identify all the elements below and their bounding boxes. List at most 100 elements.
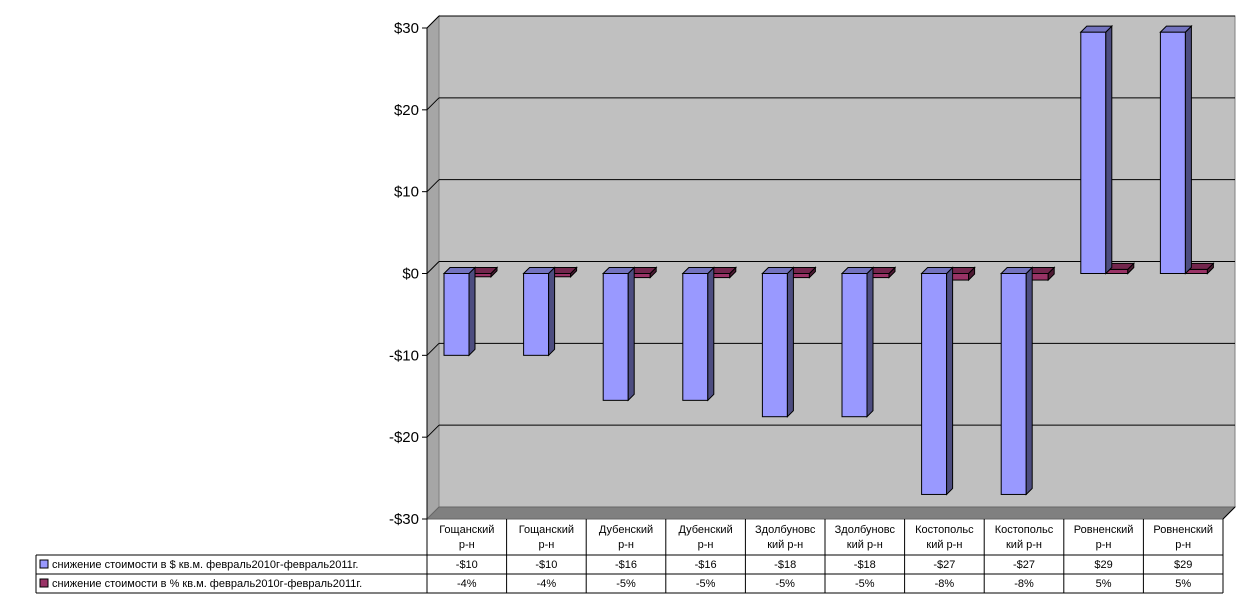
data-label: -8%: [935, 578, 955, 590]
data-label: -$10: [535, 559, 557, 571]
y-tick-label: -$20: [389, 429, 419, 446]
category-label: р-н: [1096, 539, 1112, 551]
bar-pct: [1021, 266, 1056, 282]
data-label: $29: [1174, 559, 1192, 571]
legend-label: снижение стоимости в $ кв.м. февраль2010…: [52, 559, 358, 571]
gridline-side: [426, 15, 440, 29]
bar-usd-side: [548, 266, 556, 357]
category-label: кий р-н: [1006, 539, 1042, 551]
bar-usd-side: [1184, 24, 1192, 275]
category-label: Здолбуновс: [835, 524, 896, 536]
bar-usd-side: [468, 266, 476, 357]
bar-usd-top: [681, 267, 716, 274]
bars: [442, 24, 1215, 496]
bar-usd: [442, 266, 477, 357]
data-label: -$18: [774, 559, 796, 571]
gridline-side: [426, 261, 440, 274]
bar-usd-front: [602, 273, 629, 401]
y-tick-label: $30: [394, 20, 419, 37]
legend-label: снижение стоимости в % кв.м. февраль2010…: [52, 578, 362, 590]
data-table: Гощанский р-н Гощанский р-н Дубенский р-н Дубе…: [35, 506, 1236, 594]
floor: [425, 506, 1237, 520]
category-label: р-н: [1175, 539, 1191, 551]
category-label: кий р-н: [926, 539, 962, 551]
y-tick-label: $10: [394, 184, 419, 201]
bar-usd-top: [999, 267, 1034, 274]
category-label: Ровненский: [1074, 524, 1134, 536]
category-label: Костопольс: [915, 524, 974, 536]
bar-usd-front: [1159, 31, 1186, 275]
bar-usd-side: [786, 266, 794, 418]
data-label: -$10: [456, 559, 478, 571]
category-label: Дубенский: [678, 524, 732, 536]
bar-usd-side: [707, 266, 715, 402]
bar-usd: [999, 266, 1034, 496]
y-tick-label: $20: [394, 102, 419, 119]
category-label: Ровненский: [1153, 524, 1213, 536]
y-tick-label: -$10: [389, 347, 419, 364]
category-label: Костопольс: [995, 524, 1054, 536]
table-corner: [1222, 506, 1236, 520]
value-axis: -$30 -$20 -$10 $0 $10 $20 $30: [389, 20, 428, 528]
data-label: -5%: [616, 578, 636, 590]
bar-usd-front: [841, 273, 868, 418]
gridline-side: [426, 97, 440, 111]
data-label: 5%: [1096, 578, 1112, 590]
category-label: р-н: [459, 539, 475, 551]
data-label: -$18: [854, 559, 876, 571]
bar-usd-side: [627, 266, 635, 402]
bar-usd-top: [442, 267, 477, 274]
category-label: Здолбуновс: [755, 524, 816, 536]
data-label: -5%: [696, 578, 716, 590]
bar-usd-top: [840, 267, 875, 274]
data-label: -$27: [1013, 559, 1035, 571]
bar-usd: [681, 266, 716, 402]
bar-usd-top: [1159, 25, 1193, 33]
category-label: кий р-н: [767, 539, 803, 551]
category-label: р-н: [698, 539, 714, 551]
bar-usd-front: [921, 273, 948, 495]
legend-key: [39, 578, 49, 588]
bar-usd-front: [1080, 31, 1107, 275]
bar-usd-top: [601, 267, 636, 274]
bar-usd: [920, 266, 954, 496]
data-label: -4%: [457, 578, 477, 590]
category-label: Гощанский: [519, 524, 574, 536]
data-label: 5%: [1175, 578, 1191, 590]
bar-usd-front: [761, 273, 788, 418]
bar-usd: [1079, 24, 1114, 275]
data-label: -$16: [615, 559, 637, 571]
gridline-side: [426, 424, 440, 438]
category-label: кий р-н: [847, 539, 883, 551]
category-label: Гощанский: [439, 524, 494, 536]
data-label: -4%: [537, 578, 557, 590]
bar-usd: [522, 266, 556, 357]
y-tick-label: -$30: [389, 511, 419, 528]
data-label: -5%: [855, 578, 875, 590]
bar-usd-front: [682, 273, 709, 401]
bar-usd-top: [761, 267, 795, 274]
data-label: -8%: [1014, 578, 1034, 590]
bar-usd: [1159, 24, 1193, 275]
bar-usd: [761, 266, 795, 418]
category-label: Дубенский: [599, 524, 653, 536]
bar-usd-side: [1105, 24, 1113, 275]
bar-usd-top: [920, 267, 954, 274]
bar-usd-top: [522, 267, 556, 274]
bar-usd: [840, 266, 875, 418]
data-label: $29: [1094, 559, 1112, 571]
bar-usd-front: [443, 273, 470, 356]
gridline-side: [426, 179, 440, 193]
bar-usd-side: [866, 266, 874, 418]
gridline-side: [426, 342, 440, 356]
y-tick-label: $0: [402, 266, 419, 283]
bar-usd-side: [946, 266, 954, 496]
data-label: -$27: [933, 559, 955, 571]
bar-usd-side: [1025, 266, 1033, 496]
category-label: р-н: [538, 539, 554, 551]
legend-key: [39, 559, 49, 569]
data-label: -5%: [775, 578, 795, 590]
data-label: -$16: [695, 559, 717, 571]
bar-usd: [601, 266, 636, 402]
